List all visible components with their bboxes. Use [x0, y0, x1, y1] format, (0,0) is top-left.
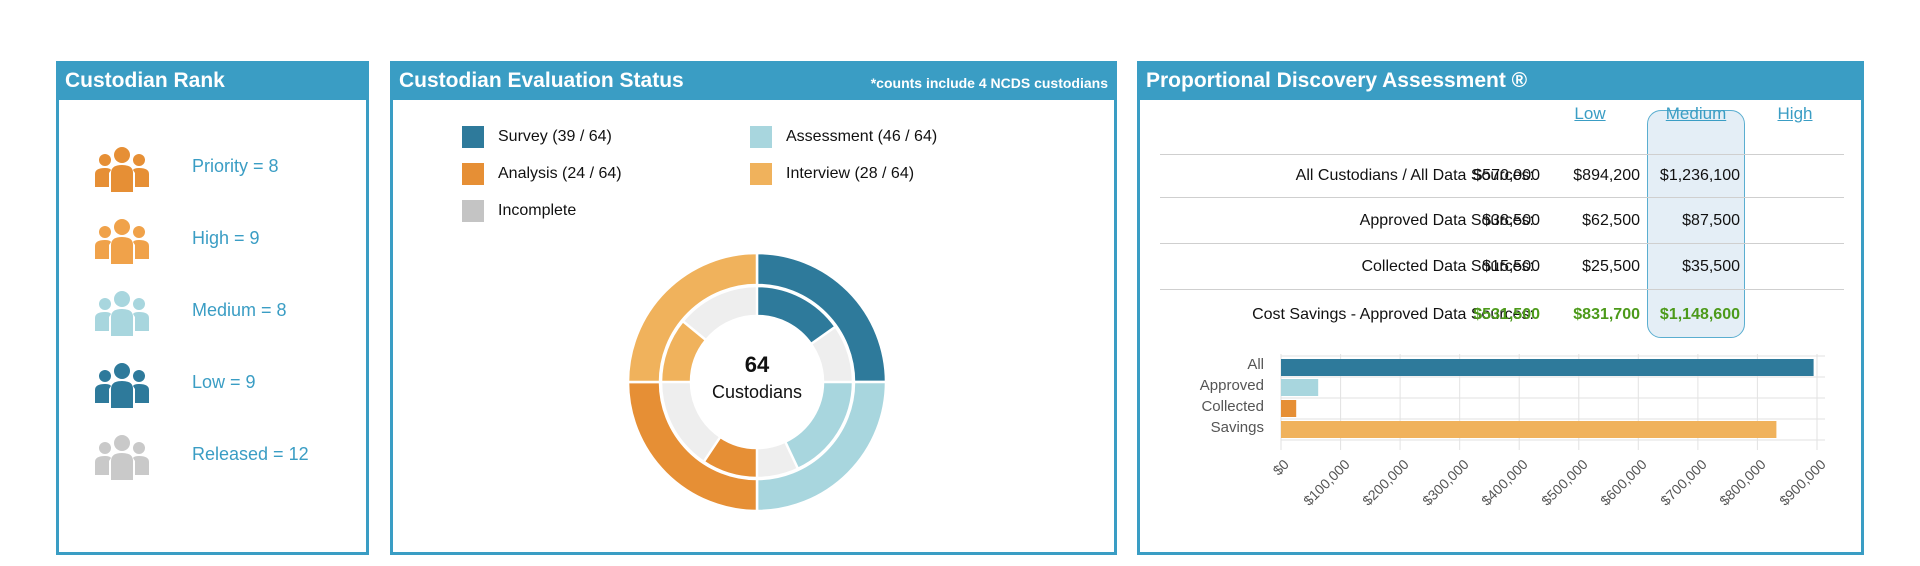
- people-icon: [92, 434, 152, 480]
- x-tick: $800,000: [1715, 456, 1769, 509]
- x-tick: $0: [1269, 456, 1293, 479]
- rank-label-medium[interactable]: Medium = 8: [192, 300, 287, 320]
- x-tick: $300,000: [1418, 456, 1472, 509]
- legend-label: Analysis (24 / 64): [498, 165, 622, 182]
- bar-all: [1281, 359, 1814, 376]
- donut-inner-analysis: [701, 435, 759, 480]
- panel-title: Custodian Rank: [59, 64, 366, 100]
- row-label-all: All Custodians / All Data Sources:: [1295, 167, 1534, 184]
- row-label-savings: Cost Savings - Approved Data Sources:: [1252, 306, 1534, 323]
- x-tick: $100,000: [1299, 456, 1353, 509]
- bar-savings: [1281, 421, 1777, 438]
- people-icon: [92, 362, 152, 408]
- divider: [1160, 197, 1844, 198]
- legend-survey[interactable]: Survey (39 / 64): [462, 126, 612, 148]
- row-label-collected: Collected Data Sources:: [1361, 258, 1534, 275]
- bar-label-collected: Collected: [1201, 398, 1264, 415]
- rank-item-priority[interactable]: [92, 144, 152, 194]
- medium-column-highlight: [1647, 110, 1745, 338]
- donut-inner-assessment: [783, 380, 855, 471]
- cell-all-low: $570,000: [1473, 167, 1540, 184]
- legend-assessment[interactable]: Assessment (46 / 64): [750, 126, 937, 148]
- people-icon: [92, 290, 152, 336]
- panel-title: Proportional Discovery Assessment ®: [1140, 64, 1861, 100]
- legend-analysis[interactable]: Analysis (24 / 64): [462, 163, 622, 185]
- x-tick: $700,000: [1656, 456, 1710, 509]
- people-icon: [92, 146, 152, 192]
- x-tick: $400,000: [1477, 456, 1531, 509]
- rank-item-released[interactable]: [92, 432, 152, 482]
- rank-label-low[interactable]: Low = 9: [192, 372, 256, 392]
- x-tick: $200,000: [1358, 456, 1412, 509]
- rank-item-low[interactable]: [92, 360, 152, 410]
- x-tick: $900,000: [1775, 456, 1829, 509]
- donut-inner-interview: [659, 319, 708, 384]
- legend-label: Interview (28 / 64): [786, 165, 915, 182]
- cell-savings-high: $1,148,600: [1659, 306, 1740, 323]
- legend-label: Survey (39 / 64): [498, 128, 612, 145]
- column-low-link[interactable]: Low: [1574, 104, 1606, 123]
- cell-savings-medium: $831,700: [1573, 306, 1640, 323]
- rank-item-medium[interactable]: [92, 288, 152, 338]
- column-high-link[interactable]: High: [1777, 104, 1813, 123]
- rank-label-high[interactable]: High = 9: [192, 228, 260, 248]
- row-label-approved: Approved Data Sources:: [1359, 212, 1534, 229]
- bar-label-approved: Approved: [1199, 377, 1264, 394]
- status-donut-chart[interactable]: [625, 250, 889, 514]
- legend-interview[interactable]: Interview (28 / 64): [750, 163, 914, 185]
- rank-label-released[interactable]: Released = 12: [192, 444, 309, 464]
- cell-savings-low: $531,500: [1473, 306, 1540, 323]
- bar-approved: [1281, 379, 1319, 396]
- donut-inner-survey: [755, 284, 838, 346]
- cell-collected-medium: $25,500: [1582, 258, 1640, 275]
- divider: [1160, 154, 1844, 155]
- divider: [1160, 289, 1844, 290]
- donut-total: 64: [744, 352, 770, 377]
- panel-title: Custodian Evaluation Status *counts incl…: [393, 64, 1114, 100]
- column-medium-link[interactable]: Medium: [1665, 104, 1727, 123]
- cell-all-medium: $894,200: [1573, 167, 1640, 184]
- bar-label-savings: Savings: [1210, 419, 1264, 436]
- swatch: [462, 163, 484, 185]
- evaluation-status-panel: Custodian Evaluation Status *counts incl…: [390, 61, 1117, 555]
- cell-approved-medium: $62,500: [1582, 212, 1640, 229]
- bar-collected: [1281, 400, 1297, 417]
- cell-collected-low: $15,500: [1482, 258, 1540, 275]
- cell-collected-high: $35,500: [1682, 258, 1740, 275]
- swatch: [750, 126, 772, 148]
- x-tick: $500,000: [1537, 456, 1591, 509]
- legend-label: Assessment (46 / 64): [786, 128, 938, 145]
- divider: [1160, 243, 1844, 244]
- cell-all-high: $1,236,100: [1659, 167, 1740, 184]
- bar-label-all: All: [1247, 356, 1264, 373]
- cell-approved-low: $38,500: [1482, 212, 1540, 229]
- ncds-note: *counts include 4 NCDS custodians: [870, 75, 1108, 91]
- custodian-rank-panel: Custodian Rank Priority = 8 High = 9 Med…: [56, 61, 369, 555]
- people-icon: [92, 218, 152, 264]
- swatch: [750, 163, 772, 185]
- rank-label-priority[interactable]: Priority = 8: [192, 156, 279, 176]
- cost-bar-chart[interactable]: [1260, 354, 1840, 454]
- rank-item-high[interactable]: [92, 216, 152, 266]
- proportional-discovery-panel: Proportional Discovery Assessment ® Low …: [1137, 61, 1864, 555]
- donut-total-label: Custodians: [711, 382, 803, 402]
- legend-label: Incomplete: [498, 202, 577, 219]
- x-tick: $600,000: [1596, 456, 1650, 509]
- swatch: [462, 126, 484, 148]
- swatch: [462, 200, 484, 222]
- legend-incomplete[interactable]: Incomplete: [462, 200, 576, 222]
- cell-approved-high: $87,500: [1682, 212, 1740, 229]
- panel-title-text: Custodian Evaluation Status: [399, 69, 684, 92]
